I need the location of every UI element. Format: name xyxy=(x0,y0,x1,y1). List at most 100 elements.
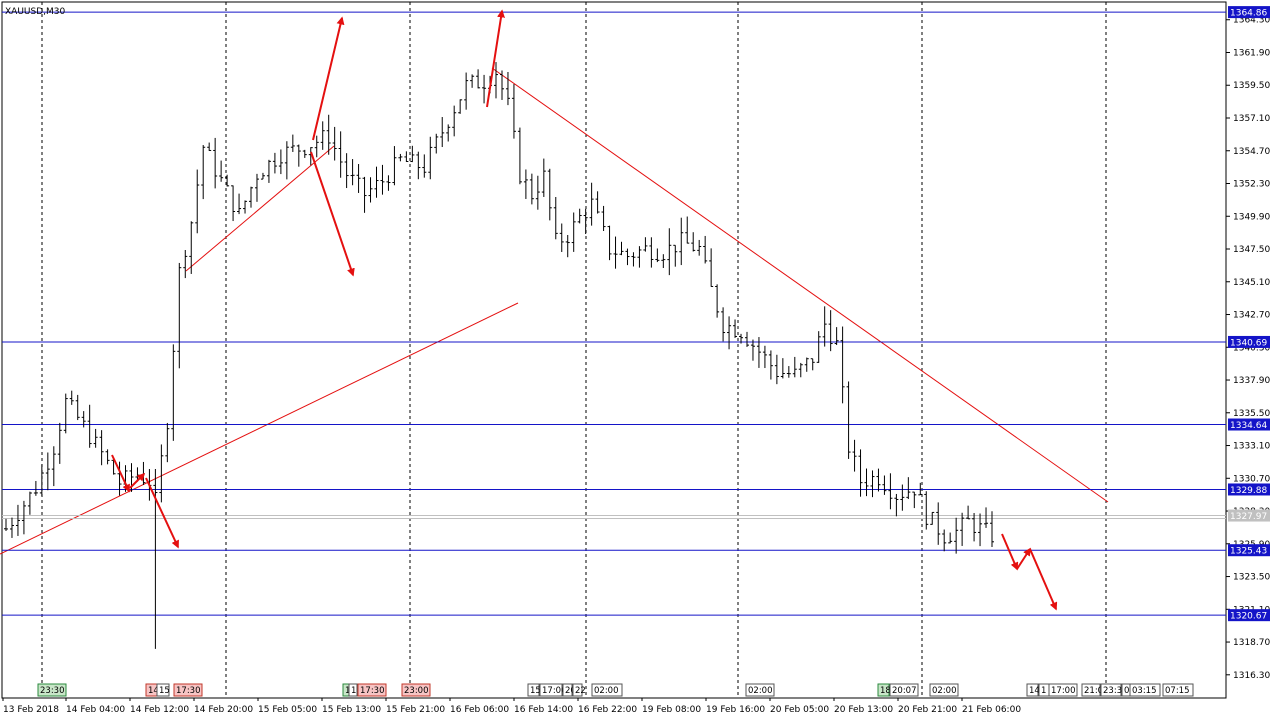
candle-38 xyxy=(231,185,236,222)
candle-78 xyxy=(470,74,475,88)
level-label-3: 1329.88 xyxy=(1230,486,1267,496)
event-marker-7[interactable]: 23:00 xyxy=(401,683,431,697)
event-marker-label: 23:30 xyxy=(40,686,65,696)
time-label-6: 15 Feb 21:00 xyxy=(386,705,445,715)
event-marker-8[interactable]: 15 xyxy=(527,683,541,697)
candle-125 xyxy=(750,339,755,361)
time-axis[interactable]: 13 Feb 2018 14 Feb 04:00 14 Feb 12:00 14 Fe… xyxy=(2,698,1021,715)
price-tick-label-16: 1354.70 xyxy=(1233,147,1270,157)
candle-148 xyxy=(888,473,893,510)
candle-10 xyxy=(63,393,68,434)
candle-75 xyxy=(452,105,457,137)
candle-50 xyxy=(302,149,307,158)
candle-45 xyxy=(272,152,277,174)
trend-line-resistance[interactable] xyxy=(491,67,1109,503)
candle-65 xyxy=(392,146,397,186)
event-marker-22[interactable]: 0 xyxy=(1121,683,1131,697)
arrow-down-2[interactable] xyxy=(145,477,179,549)
level-label-5: 1320.67 xyxy=(1230,612,1267,622)
event-marker-23[interactable]: 03:15 xyxy=(1129,683,1161,697)
event-marker-19[interactable]: 17:00 xyxy=(1048,683,1078,697)
candle-39 xyxy=(237,193,242,215)
event-marker-3[interactable]: 17:30 xyxy=(173,683,203,697)
event-marker-12[interactable]: 02:00 xyxy=(591,683,623,697)
candle-153 xyxy=(918,482,923,496)
candle-123 xyxy=(739,333,744,344)
arrow-up-2[interactable] xyxy=(312,16,345,141)
arrow-up-4[interactable] xyxy=(1016,547,1031,570)
event-marker-6[interactable]: 17:30 xyxy=(357,683,387,697)
candle-46 xyxy=(278,149,283,175)
candle-152 xyxy=(912,491,917,509)
candle-145 xyxy=(870,470,875,498)
event-marker-0[interactable]: 23:30 xyxy=(37,683,67,697)
candle-36 xyxy=(219,160,224,182)
candle-116 xyxy=(697,239,702,256)
trend-line-short-support[interactable] xyxy=(185,145,335,272)
event-marker-16[interactable]: 02:00 xyxy=(929,683,959,697)
candle-118 xyxy=(709,248,714,287)
candle-43 xyxy=(260,172,265,180)
candle-49 xyxy=(296,144,301,167)
candle-128 xyxy=(768,350,773,380)
event-marker-18[interactable]: 1 xyxy=(1038,683,1050,697)
candle-95 xyxy=(571,212,576,252)
level-label-2: 1334.64 xyxy=(1230,421,1267,431)
candle-3 xyxy=(21,500,26,535)
arrow-down-1[interactable] xyxy=(111,454,130,493)
event-marker-20[interactable]: 21:0 xyxy=(1081,683,1103,697)
candle-92 xyxy=(553,196,558,240)
signal-arrows[interactable] xyxy=(111,9,1058,611)
price-tick-label-15: 1352.30 xyxy=(1233,180,1270,190)
arrow-down-4[interactable] xyxy=(1001,533,1019,571)
candle-12 xyxy=(75,394,80,421)
candle-131 xyxy=(786,366,791,378)
horizontal-levels[interactable] xyxy=(2,11,1226,616)
event-marker-box xyxy=(539,683,563,697)
price-tick-label-17: 1357.10 xyxy=(1233,114,1270,124)
event-marker-box xyxy=(1026,683,1039,697)
candle-26 xyxy=(159,444,164,503)
trend-line-long-support[interactable] xyxy=(0,302,519,555)
event-marker-13[interactable]: 02:00 xyxy=(745,683,775,697)
event-marker-17[interactable]: 14: xyxy=(1026,683,1043,697)
candle-76 xyxy=(458,99,463,114)
event-marker-5[interactable]: 1 xyxy=(348,683,358,697)
event-marker-21[interactable]: 23:3 xyxy=(1100,683,1122,697)
time-label-2: 14 Feb 12:00 xyxy=(130,705,189,715)
event-marker-14[interactable]: 18 xyxy=(877,683,891,697)
candle-56 xyxy=(338,131,343,178)
candle-151 xyxy=(906,477,911,500)
candle-62 xyxy=(374,166,379,198)
event-marker-24[interactable]: 07:15 xyxy=(1162,683,1194,697)
candle-154 xyxy=(924,491,929,530)
candle-132 xyxy=(792,356,797,378)
arrow-up-1[interactable] xyxy=(129,472,146,489)
arrow-down-5[interactable] xyxy=(1029,548,1058,611)
arrow-down-3[interactable] xyxy=(310,151,355,277)
symbol-label: XAUUSD,M30 xyxy=(5,7,65,17)
price-axis[interactable]: 1316.301318.701321.101323.501325.901328.… xyxy=(1226,16,1270,681)
event-marker-label: 03:15 xyxy=(1132,686,1157,696)
price-tick-label-18: 1359.50 xyxy=(1233,81,1270,91)
candle-140 xyxy=(840,326,845,404)
candle-52 xyxy=(314,135,319,158)
candle-41 xyxy=(249,186,254,208)
event-marker-10[interactable]: 20 xyxy=(562,683,576,697)
event-marker-11[interactable]: 22 xyxy=(572,683,586,697)
event-marker-2[interactable]: 15 xyxy=(156,683,170,697)
candle-136 xyxy=(816,331,821,363)
event-marker-15[interactable]: 20:07 xyxy=(889,683,919,697)
event-marker-9[interactable]: 17:00 xyxy=(539,683,567,697)
candle-67 xyxy=(404,151,409,162)
arrow-up-3[interactable] xyxy=(486,9,505,108)
candle-155 xyxy=(930,511,935,525)
level-label-box-1 xyxy=(1228,335,1270,348)
candle-160 xyxy=(960,512,965,546)
trend-lines[interactable] xyxy=(0,67,1109,555)
candle-71 xyxy=(428,136,433,180)
candle-149 xyxy=(894,493,899,517)
